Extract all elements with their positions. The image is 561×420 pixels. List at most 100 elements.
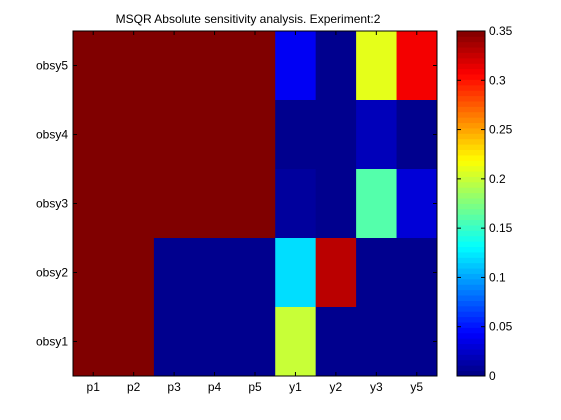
colorbar-step — [457, 154, 485, 161]
y-tick-label-obsy5: obsy5 — [36, 59, 68, 73]
y-tick-label-obsy3: obsy3 — [36, 197, 68, 211]
colorbar-step — [457, 225, 485, 231]
heatmap-cells — [72, 30, 438, 377]
colorbar-step — [457, 230, 485, 237]
heatmap-cell-obsy2-p3 — [153, 238, 195, 308]
colorbar-step — [457, 219, 485, 226]
heatmap-cell-obsy3-p4 — [194, 169, 236, 239]
colorbar-tick-label: 0.35 — [489, 24, 513, 38]
heatmap-cell-obsy2-p4 — [194, 238, 236, 308]
colorbar-step — [457, 52, 485, 59]
colorbar-step — [457, 268, 485, 274]
heatmap-cell-obsy3-y2 — [315, 169, 357, 239]
y-tick-label-obsy1: obsy1 — [36, 335, 68, 349]
colorbar-step — [457, 262, 485, 269]
heatmap-cell-obsy3-y1 — [275, 169, 317, 239]
colorbar-step — [457, 252, 485, 258]
colorbar-step — [457, 41, 485, 48]
colorbar-tick-label: 0.25 — [489, 123, 513, 137]
colorbar-step — [457, 122, 485, 129]
colorbar-step — [457, 338, 485, 345]
colorbar-step — [457, 278, 485, 285]
heatmap-cell-obsy4-p5 — [234, 100, 276, 170]
heatmap-cell-obsy2-p5 — [234, 238, 276, 308]
colorbar-step — [457, 284, 485, 291]
colorbar-step — [457, 90, 485, 97]
colorbar-tick-label: 0 — [489, 369, 496, 383]
colorbar-step — [457, 192, 485, 199]
heatmap-cell-obsy4-p2 — [113, 100, 155, 170]
colorbar-step — [457, 117, 485, 124]
colorbar-step — [457, 36, 485, 43]
colorbar-tick-label: 0.2 — [489, 172, 506, 186]
heatmap-cell-obsy4-y3 — [356, 100, 398, 170]
heatmap-cell-obsy5-p4 — [194, 31, 236, 101]
heatmap-cell-obsy5-y2 — [315, 31, 357, 101]
y-tick-label-obsy4: obsy4 — [36, 128, 68, 142]
colorbar-step — [457, 300, 485, 307]
colorbar-step — [457, 181, 485, 188]
colorbar-step — [457, 57, 485, 64]
colorbar-step — [457, 354, 485, 361]
colorbar-step — [457, 79, 485, 86]
heatmap-cell-obsy4-y1 — [275, 100, 317, 170]
x-tick-label-p2: p2 — [127, 380, 141, 394]
colorbar-step — [457, 246, 485, 253]
colorbar-step — [457, 198, 485, 204]
colorbar-step — [457, 322, 485, 328]
heatmap-cell-obsy2-p1 — [73, 238, 114, 308]
colorbar-step — [457, 47, 485, 53]
x-tick-label-p5: p5 — [248, 380, 262, 394]
x-tick-label-p3: p3 — [167, 380, 181, 394]
colorbar-tick-label: 0.05 — [489, 320, 513, 334]
heatmap-cell-obsy5-y1 — [275, 31, 317, 101]
colorbar-step — [457, 359, 485, 366]
colorbar-step — [457, 273, 485, 280]
colorbar-step — [457, 214, 485, 221]
x-tick-label-y3: y3 — [370, 380, 383, 394]
heatmap-cell-obsy1-y1 — [275, 307, 317, 377]
heatmap-cell-obsy3-y5 — [396, 169, 438, 239]
heatmap-cell-obsy4-p3 — [153, 100, 195, 170]
colorbar-step — [457, 133, 485, 140]
colorbar-tick-label: 0.1 — [489, 270, 506, 284]
x-tick-label-y2: y2 — [330, 380, 343, 394]
colorbar-step — [457, 257, 485, 264]
x-tick-labels: p1 p2 p3 p4 p5 y1 y2 y3 y5 — [87, 31, 423, 394]
colorbar-step — [457, 295, 485, 301]
heatmap-cell-obsy1-y2 — [315, 307, 357, 377]
colorbar-frame — [456, 30, 486, 377]
heatmap-cell-obsy5-y5 — [396, 31, 438, 101]
x-tick-label-y5: y5 — [410, 380, 423, 394]
colorbar-step — [457, 101, 485, 107]
colorbar-step — [457, 327, 485, 334]
colorbar-step — [457, 84, 485, 91]
colorbar-step — [457, 144, 485, 150]
heatmap-cell-obsy4-p1 — [73, 100, 114, 170]
colorbar-step — [457, 31, 485, 37]
heatmap-cell-obsy1-p4 — [194, 307, 236, 377]
heatmap-cell-obsy5-y3 — [356, 31, 398, 101]
colorbar-step — [457, 165, 485, 172]
colorbar-step — [457, 106, 485, 113]
heatmap-cell-obsy1-p5 — [234, 307, 276, 377]
colorbar-step — [457, 349, 485, 355]
colorbar-step — [457, 111, 485, 118]
heatmap-cell-obsy3-y3 — [356, 169, 398, 239]
colorbar-tick-label: 0.3 — [489, 73, 506, 87]
colorbar-step — [457, 68, 485, 75]
colorbar-step — [457, 332, 485, 339]
heatmap-cell-obsy3-p5 — [234, 169, 276, 239]
heatmap-cell-obsy2-y3 — [356, 238, 398, 308]
colorbar-step — [457, 176, 485, 183]
chart-title: MSQR Absolute sensitivity analysis. Expe… — [116, 12, 381, 26]
colorbar-step — [457, 311, 485, 318]
heatmap-cell-obsy3-p2 — [113, 169, 155, 239]
heatmap-cell-obsy1-p1 — [73, 307, 114, 377]
heatmap-cell-obsy4-p4 — [194, 100, 236, 170]
colorbar-step — [457, 128, 485, 134]
heatmap-cell-obsy2-p2 — [113, 238, 155, 308]
colorbar-step — [457, 305, 485, 312]
heatmap-cell-obsy5-p1 — [73, 31, 114, 101]
heatmap-cell-obsy1-y3 — [356, 307, 398, 377]
